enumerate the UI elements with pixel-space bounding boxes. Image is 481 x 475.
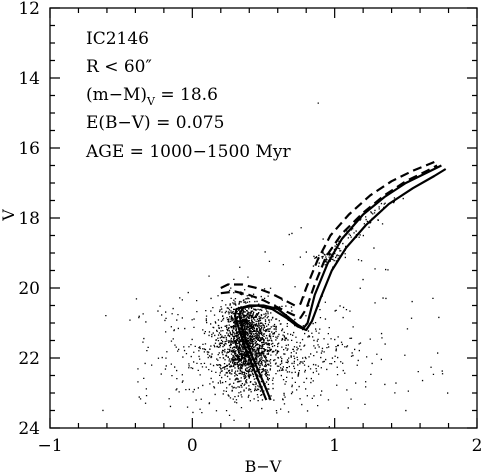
y-tick-label: 14 [18,69,40,89]
y-tick-label: 18 [18,209,40,229]
tick-marks [49,7,478,429]
x-tick-label: 2 [472,436,481,456]
annotation-distance-modulus: (m−M)V = 18.6 [86,85,218,108]
annotation-block: IC2146 R < 60″ (m−M)V = 18.6 E(B−V) = 0.… [85,29,292,162]
annotation-reddening: E(B−V) = 0.075 [86,113,224,133]
isochrone-solid-3 [238,168,447,401]
isochrone-dashed-1 [220,160,435,307]
axis-ticks [49,7,478,429]
annotation-distance-modulus-sub: V [146,95,156,108]
y-tick-label: 16 [18,139,40,159]
isochrone-dashed-2 [220,164,438,319]
isochrone-solid-0 [233,164,442,401]
y-tick-label: 20 [18,279,40,299]
star-points [102,102,449,428]
annotation-cluster-name: IC2146 [86,29,149,49]
y-tick-label: 12 [18,0,40,19]
x-tick-label: 1 [329,436,340,456]
x-tick-label: 0 [187,436,198,456]
annotation-distance-modulus-main: (m−M) [86,85,147,105]
y-tick-label: 22 [18,349,40,369]
y-axis-label: V [0,209,18,222]
y-tick-label: 24 [18,419,40,439]
annotation-distance-modulus-value: = 18.6 [155,85,218,105]
annotation-age: AGE = 1000−1500 Myr [85,142,292,162]
annotation-radius: R < 60″ [86,57,152,77]
scatter-points [102,102,449,428]
x-tick-label: −1 [37,436,62,456]
isochrone-curves [220,160,447,401]
x-axis-label: B−V [245,457,282,475]
